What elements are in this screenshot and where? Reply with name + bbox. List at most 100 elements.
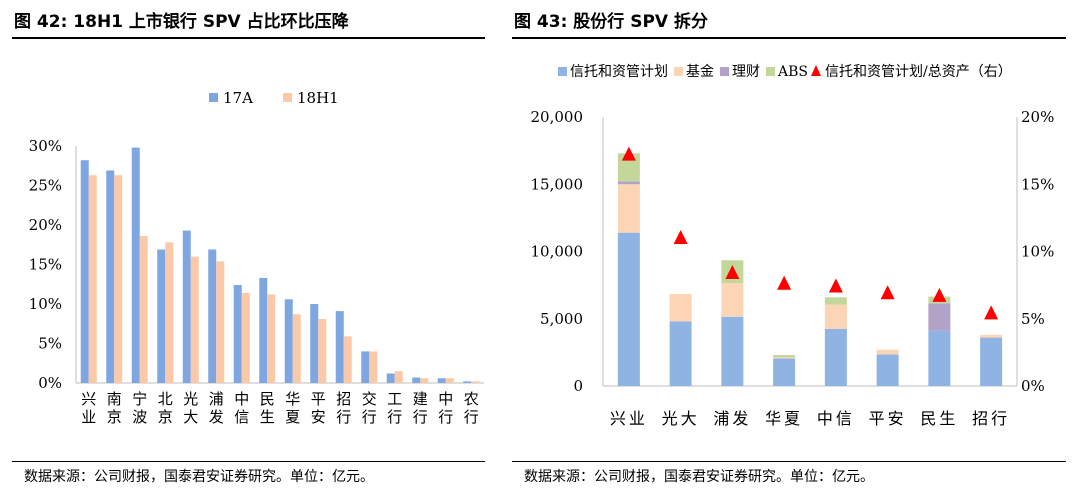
left-source-rule [12, 461, 485, 462]
bar-18h1 [318, 319, 327, 383]
bar-18h1 [267, 294, 276, 383]
x-tick-label: 波 [132, 408, 147, 426]
x-tick-label: 生 [260, 408, 275, 426]
bar-17a [182, 230, 191, 383]
y-tick-label: 20% [29, 216, 62, 234]
bar-trust-plan [928, 330, 951, 386]
x-tick-label: 安 [311, 408, 326, 426]
y-right-tick-label: 5% [1021, 310, 1045, 328]
bar-18h1 [394, 371, 403, 383]
x-tick-label: 宁 [132, 390, 147, 408]
ratio-triangle-marker [880, 285, 895, 300]
x-tick-label: 发 [209, 408, 224, 426]
legend-label: 基金 [686, 63, 714, 80]
bar-fund [773, 357, 796, 359]
bar-fund [876, 349, 899, 355]
bar-trust-plan [617, 232, 640, 386]
x-tick-label: 光 [183, 390, 198, 408]
y-right-tick-label: 10% [1021, 243, 1054, 261]
legend-swatch [766, 67, 775, 76]
right-source-rule [512, 461, 1066, 462]
bar-17a [412, 377, 421, 383]
x-tick-label: 浦发 [713, 409, 751, 428]
right-title-rule [512, 37, 1066, 39]
y-right-tick-label: 15% [1021, 175, 1054, 193]
bar-trust-plan [721, 316, 744, 386]
y-tick-label: 10% [29, 295, 62, 313]
bar-17a [208, 249, 217, 383]
bar-wealth [928, 303, 951, 331]
x-tick-label: 行 [336, 408, 351, 426]
bar-18h1 [88, 175, 97, 383]
x-tick-label: 信 [234, 408, 249, 426]
x-tick-label: 行 [464, 408, 479, 426]
bar-abs [773, 355, 796, 358]
y-tick-label: 25% [29, 177, 62, 195]
x-tick-label: 民 [260, 390, 275, 408]
bar-17a [131, 147, 140, 383]
x-tick-label: 光大 [662, 409, 700, 428]
bar-17a [361, 351, 370, 383]
legend-label: 理财 [732, 64, 760, 80]
x-tick-label: 民生 [920, 409, 958, 428]
bar-18h1 [241, 292, 250, 383]
bar-18h1 [139, 236, 148, 383]
x-tick-label: 中 [438, 390, 453, 408]
bar-fund [617, 184, 640, 233]
bar-wealth [617, 181, 640, 185]
y-right-tick-label: 20% [1021, 108, 1054, 126]
right-chart-source: 数据来源：公司财报，国泰君安证券研究。单位：亿元。 [524, 469, 874, 485]
bar-17a [386, 373, 395, 383]
legend-swatch [283, 93, 292, 102]
bar-trust-plan [669, 321, 692, 386]
x-tick-label: 交 [362, 390, 377, 408]
y-left-tick-label: 0 [573, 377, 583, 395]
bar-17a [259, 277, 268, 383]
x-tick-label: 大 [183, 408, 198, 426]
y-right-tick-label: 0% [1021, 377, 1045, 395]
bar-18h1 [343, 336, 352, 383]
legend-triangle-marker [811, 65, 821, 76]
ratio-triangle-marker [932, 287, 947, 302]
legend-label: 信托和资管计划 [570, 64, 668, 80]
bar-18h1 [292, 314, 301, 383]
left-bar-chart: 0%5%10%15%20%25%30%兴业南京宁波北京光大浦发中信民生华夏平安招… [29, 89, 484, 426]
x-tick-label: 行 [387, 408, 402, 426]
bar-fund [669, 293, 692, 322]
x-tick-label: 行 [438, 408, 453, 426]
bar-17a [233, 285, 242, 383]
legend-label: ABS [777, 64, 808, 80]
bar-18h1 [165, 242, 174, 383]
x-tick-label: 中 [234, 390, 249, 408]
y-left-tick-label: 20,000 [531, 108, 584, 126]
x-tick-label: 农 [464, 390, 479, 408]
ratio-triangle-marker [621, 146, 636, 161]
bar-17a [437, 378, 446, 383]
x-tick-label: 兴 [81, 390, 96, 408]
bar-18h1 [369, 351, 378, 383]
x-tick-label: 中信 [817, 409, 855, 428]
x-tick-label: 北 [158, 390, 173, 408]
bar-17a [463, 381, 472, 383]
bar-17a [157, 249, 166, 383]
legend-label: 信托和资管计划/总资产（右） [825, 64, 1012, 80]
y-left-tick-label: 10,000 [531, 243, 584, 261]
ratio-triangle-marker [984, 305, 999, 320]
bar-17a [310, 304, 319, 383]
x-tick-label: 京 [107, 408, 122, 426]
bar-abs [824, 297, 847, 305]
bar-17a [106, 170, 115, 383]
y-left-tick-label: 15,000 [531, 175, 584, 193]
ratio-triangle-marker [725, 265, 740, 280]
ratio-triangle-marker [828, 278, 843, 293]
bar-fund [980, 334, 1003, 338]
right-chart-panel: 图 43: 股份行 SPV 拆分 0 5,000 10,000 15,000 20,00… [512, 0, 1080, 498]
bar-trust-plan [980, 337, 1003, 386]
right-chart-title: 图 43: 股份行 SPV 拆分 [514, 12, 708, 32]
ratio-triangle-marker [673, 230, 688, 245]
bar-18h1 [420, 378, 429, 383]
x-tick-label: 南 [107, 390, 122, 408]
bar-trust-plan [773, 358, 796, 386]
x-tick-label: 浦 [209, 390, 224, 408]
bar-17a [284, 299, 293, 383]
